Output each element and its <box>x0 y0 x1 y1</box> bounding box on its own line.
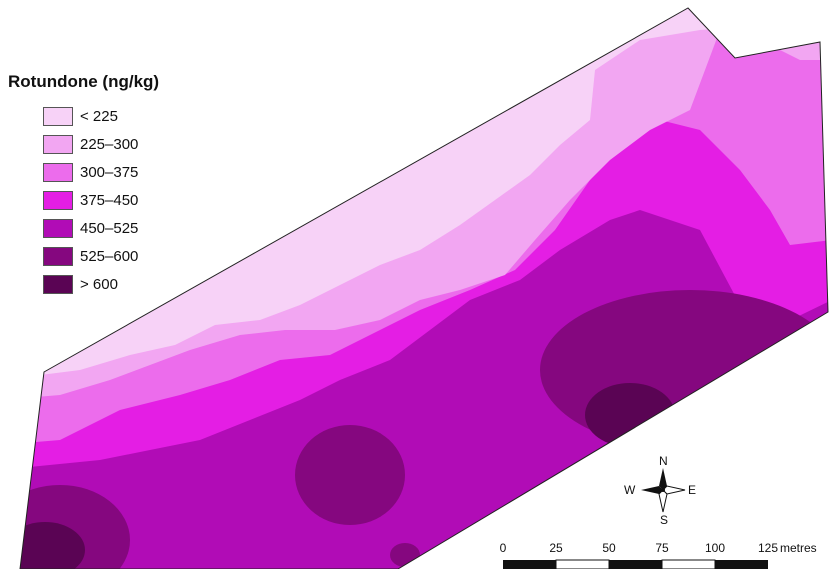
scale-tick-label: 25 <box>549 541 563 555</box>
zone-gt-600-east <box>585 383 675 447</box>
legend-swatch <box>43 246 73 266</box>
legend-label: 300–375 <box>80 163 139 181</box>
scale-unit-label: metres <box>780 541 817 555</box>
scale-segment-1 <box>503 560 556 569</box>
zone-525-600-south <box>390 543 420 567</box>
legend: < 225 225–300 300–375 375–450 450–525 52… <box>43 102 138 298</box>
legend-title: Rotundone (ng/kg) <box>8 72 160 91</box>
legend-item: 300–375 <box>43 158 138 186</box>
legend-label: 375–450 <box>80 191 139 209</box>
compass-icon <box>641 468 686 513</box>
scale-bar <box>503 559 768 569</box>
legend-swatch <box>43 190 73 210</box>
legend-item: < 225 <box>43 102 138 130</box>
zone-gt-600-west <box>20 522 85 569</box>
scale-segment-5 <box>715 560 768 569</box>
compass-north-label: N <box>659 454 668 468</box>
scale-tick-label: 100 <box>704 541 726 555</box>
scale-segment-3 <box>609 560 662 569</box>
scale-segment-4 <box>661 559 716 569</box>
field-boundary <box>19 7 829 569</box>
legend-item: > 600 <box>43 270 138 298</box>
legend-label: 225–300 <box>80 135 139 153</box>
legend-item: 450–525 <box>43 214 138 242</box>
scale-tick-label: 75 <box>655 541 669 555</box>
legend-swatch <box>43 134 73 154</box>
scale-tick-label: 50 <box>602 541 616 555</box>
legend-label: > 600 <box>80 275 118 293</box>
compass-west-label: W <box>624 483 636 497</box>
scale-tick-label: 125 <box>757 541 779 555</box>
scale-tick-label: 0 <box>499 541 507 555</box>
legend-label: 450–525 <box>80 219 139 237</box>
zone-525-600-east <box>540 290 828 450</box>
compass-east-label: E <box>688 483 697 497</box>
legend-swatch <box>43 218 73 238</box>
legend-swatch <box>43 106 73 126</box>
scale-segment-2 <box>555 559 610 569</box>
legend-label: 525–600 <box>80 247 139 265</box>
compass-south-label: S <box>660 513 669 527</box>
legend-swatch <box>43 162 73 182</box>
legend-swatch <box>43 274 73 294</box>
legend-item: 375–450 <box>43 186 138 214</box>
legend-item: 225–300 <box>43 130 138 158</box>
zone-525-600-central <box>295 425 405 525</box>
legend-label: < 225 <box>80 107 118 125</box>
legend-item: 525–600 <box>43 242 138 270</box>
